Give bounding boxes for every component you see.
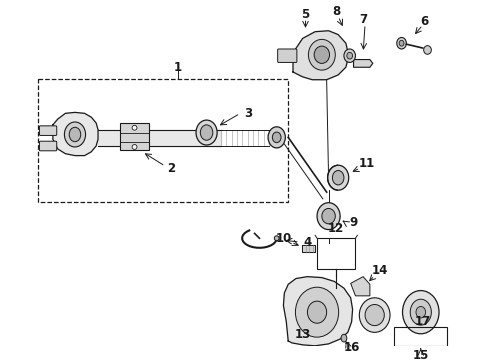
Text: 10: 10 — [275, 232, 292, 245]
FancyBboxPatch shape — [39, 126, 57, 135]
Text: 5: 5 — [301, 8, 310, 21]
Ellipse shape — [341, 334, 347, 342]
Text: 8: 8 — [332, 5, 341, 18]
Ellipse shape — [347, 52, 353, 59]
Polygon shape — [293, 31, 349, 80]
Ellipse shape — [399, 40, 404, 46]
Ellipse shape — [64, 122, 86, 147]
Ellipse shape — [410, 299, 431, 325]
Ellipse shape — [344, 49, 355, 62]
Polygon shape — [283, 276, 353, 346]
Text: 17: 17 — [415, 315, 431, 328]
Text: 16: 16 — [343, 341, 360, 354]
Polygon shape — [302, 245, 315, 252]
Bar — [394, 327, 447, 346]
Ellipse shape — [69, 127, 81, 142]
Ellipse shape — [307, 301, 327, 323]
Ellipse shape — [196, 120, 217, 145]
Polygon shape — [351, 276, 370, 296]
Text: 1: 1 — [173, 61, 182, 74]
Text: 4: 4 — [303, 235, 312, 248]
Text: 6: 6 — [420, 15, 429, 28]
Ellipse shape — [322, 208, 335, 224]
Polygon shape — [53, 112, 98, 156]
FancyBboxPatch shape — [278, 49, 297, 62]
Ellipse shape — [402, 291, 439, 334]
Bar — [317, 238, 355, 269]
Ellipse shape — [132, 125, 137, 130]
Polygon shape — [98, 130, 221, 146]
Ellipse shape — [359, 298, 390, 332]
Text: 9: 9 — [349, 216, 358, 229]
Ellipse shape — [295, 287, 339, 337]
Ellipse shape — [397, 37, 406, 49]
Text: 11: 11 — [359, 157, 375, 170]
Polygon shape — [354, 59, 373, 67]
Ellipse shape — [304, 351, 311, 360]
Ellipse shape — [268, 127, 285, 148]
Ellipse shape — [274, 236, 279, 240]
Ellipse shape — [132, 145, 137, 149]
Ellipse shape — [200, 125, 213, 140]
Text: 14: 14 — [371, 264, 388, 277]
Text: 13: 13 — [294, 328, 311, 341]
Ellipse shape — [332, 171, 344, 185]
Text: 3: 3 — [244, 107, 252, 120]
FancyBboxPatch shape — [39, 141, 57, 151]
Ellipse shape — [317, 203, 340, 230]
Ellipse shape — [365, 305, 384, 326]
Ellipse shape — [424, 46, 431, 54]
Text: 12: 12 — [328, 222, 344, 235]
Ellipse shape — [308, 39, 335, 70]
Ellipse shape — [272, 132, 281, 143]
Text: 7: 7 — [359, 13, 367, 26]
Bar — [39, 79, 288, 202]
Ellipse shape — [416, 306, 426, 318]
Text: 2: 2 — [167, 162, 175, 175]
FancyBboxPatch shape — [120, 123, 149, 150]
Ellipse shape — [328, 165, 349, 190]
Ellipse shape — [314, 46, 330, 63]
Text: 15: 15 — [413, 349, 429, 360]
